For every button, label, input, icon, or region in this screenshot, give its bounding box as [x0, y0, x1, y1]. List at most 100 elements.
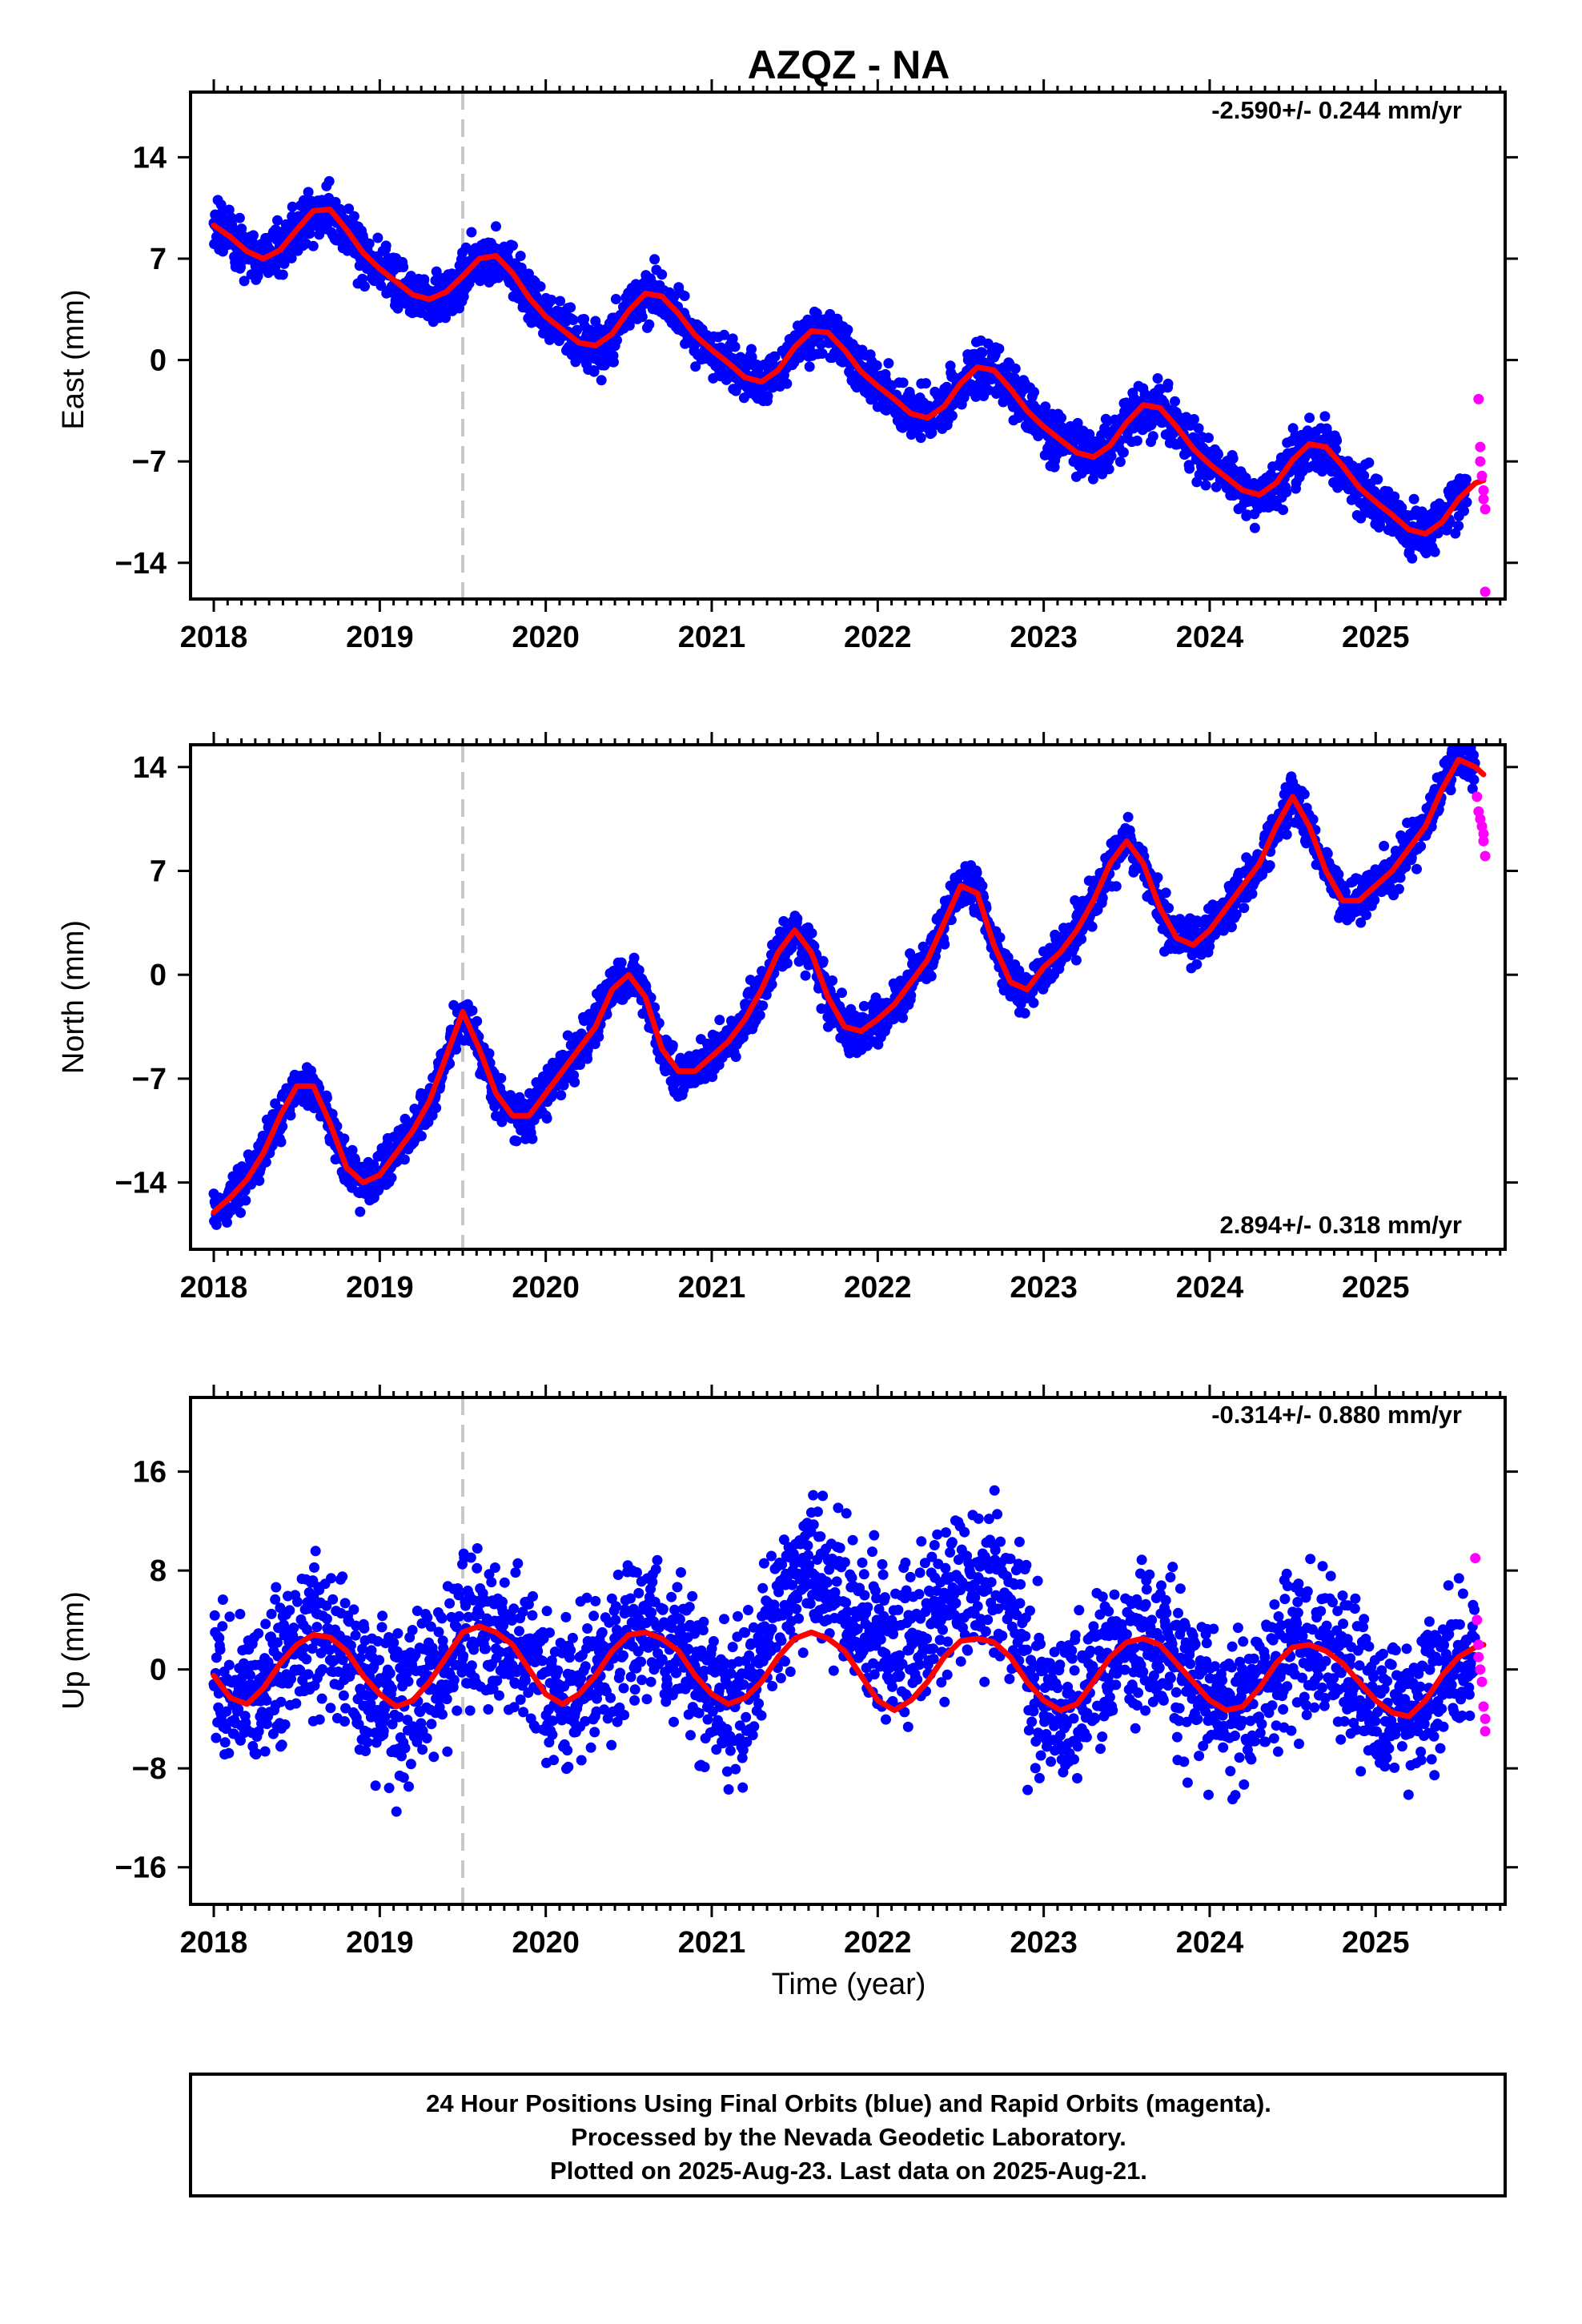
- final-orbit-point: [633, 965, 644, 975]
- y-tick-label: 0: [150, 344, 167, 378]
- final-orbit-point: [677, 1056, 688, 1068]
- final-orbit-point: [307, 240, 319, 251]
- final-orbit-point: [323, 175, 335, 187]
- final-orbit-point: [527, 1133, 538, 1144]
- final-orbit-point: [321, 1092, 332, 1104]
- final-orbit-point: [275, 1136, 287, 1148]
- final-orbit-point: [610, 294, 621, 304]
- final-orbit-point: [541, 1113, 552, 1124]
- final-orbit-point: [1162, 378, 1174, 389]
- y-tick-label: 7: [150, 243, 167, 276]
- final-orbit-point: [1429, 546, 1440, 557]
- final-orbit-point: [649, 254, 661, 265]
- final-orbit-point: [994, 932, 1006, 943]
- final-orbit-point: [240, 1195, 251, 1206]
- final-orbit-point: [343, 203, 355, 215]
- final-orbit-point: [1408, 493, 1419, 505]
- final-orbit-point: [719, 329, 729, 340]
- final-orbit-point: [679, 291, 690, 301]
- final-orbit-point: [1407, 553, 1418, 564]
- final-orbit-point: [628, 952, 640, 963]
- final-orbit-point: [1147, 431, 1158, 442]
- final-orbit-point: [572, 324, 583, 336]
- final-orbit-point: [1122, 811, 1134, 822]
- final-orbit-point: [926, 971, 937, 982]
- final-orbit-point: [769, 351, 781, 362]
- final-orbit-point: [277, 1121, 288, 1132]
- rapid-orbit-points: [1473, 393, 1491, 597]
- final-orbit-point: [1227, 921, 1237, 932]
- final-orbit-point: [285, 1110, 296, 1121]
- model-fit-line: [211, 207, 1487, 537]
- final-orbit-point: [1396, 502, 1407, 513]
- final-orbit-point: [1086, 921, 1098, 932]
- final-orbit-point: [304, 228, 315, 239]
- final-orbit-point: [1461, 497, 1472, 508]
- final-orbit-point: [1118, 447, 1129, 458]
- final-orbit-point: [466, 227, 477, 238]
- final-orbit-point: [616, 957, 627, 968]
- final-orbit-point: [1103, 464, 1114, 475]
- final-orbit-point: [921, 378, 931, 389]
- x-tick-label: 2024: [1176, 621, 1244, 654]
- final-orbit-point: [234, 212, 245, 223]
- final-orbit-point: [816, 1003, 827, 1014]
- final-orbit-point: [1097, 892, 1108, 903]
- final-orbit-point: [272, 215, 283, 226]
- final-orbit-point: [871, 360, 882, 371]
- final-orbit-point: [766, 979, 777, 990]
- final-orbit-point: [535, 281, 546, 292]
- final-orbit-point: [1240, 472, 1251, 484]
- final-orbit-point: [569, 1076, 580, 1088]
- final-orbit-point: [1193, 423, 1204, 434]
- final-orbit-point: [1114, 456, 1126, 468]
- y-tick-label: −14: [115, 547, 167, 581]
- final-orbit-point: [472, 1015, 483, 1027]
- final-orbit-point: [260, 1156, 271, 1168]
- final-orbit-point: [983, 384, 994, 396]
- final-orbit-point: [1459, 505, 1469, 517]
- final-orbit-point: [1188, 414, 1199, 424]
- final-orbit-point: [998, 396, 1009, 408]
- final-orbit-point: [277, 269, 288, 280]
- final-orbit-point: [1331, 435, 1343, 446]
- final-orbit-point: [1359, 470, 1370, 481]
- final-orbit-point: [556, 1090, 567, 1101]
- final-orbit-point: [419, 274, 430, 285]
- final-orbit-point: [511, 1136, 522, 1147]
- final-orbit-point: [555, 296, 566, 307]
- final-orbit-point: [746, 352, 757, 363]
- final-orbit-point: [1249, 522, 1260, 533]
- final-orbit-point: [484, 1048, 495, 1059]
- final-orbit-point: [636, 312, 648, 323]
- plot-area: [208, 745, 1491, 1249]
- final-orbit-point: [562, 1030, 573, 1041]
- final-orbit-point: [491, 221, 501, 232]
- final-orbit-point: [837, 987, 847, 999]
- final-orbit-point: [239, 275, 250, 287]
- final-orbit-point: [817, 955, 829, 967]
- final-orbit-point: [905, 990, 917, 1001]
- final-orbit-point: [1160, 887, 1171, 899]
- final-orbit-point: [399, 1154, 410, 1165]
- final-orbit-point: [339, 1133, 350, 1144]
- final-orbit-point: [746, 344, 757, 355]
- final-orbit-point: [982, 338, 994, 349]
- final-orbit-point: [593, 1031, 604, 1043]
- final-orbit-point: [347, 1144, 358, 1156]
- final-orbit-point: [1056, 412, 1067, 424]
- final-orbit-point: [762, 391, 773, 402]
- panel-frame: [189, 90, 1507, 601]
- final-orbit-point: [440, 312, 451, 324]
- final-orbit-points: [208, 175, 1472, 564]
- final-orbit-point: [1152, 373, 1163, 384]
- final-orbit-point: [994, 344, 1005, 354]
- final-orbit-point: [958, 392, 970, 403]
- final-orbit-point: [372, 232, 383, 243]
- final-orbit-point: [977, 880, 988, 891]
- figure-title: AZQZ - NA: [748, 42, 950, 87]
- final-orbit-point: [970, 391, 982, 402]
- final-orbit-point: [781, 378, 793, 389]
- final-orbit-point: [287, 201, 298, 212]
